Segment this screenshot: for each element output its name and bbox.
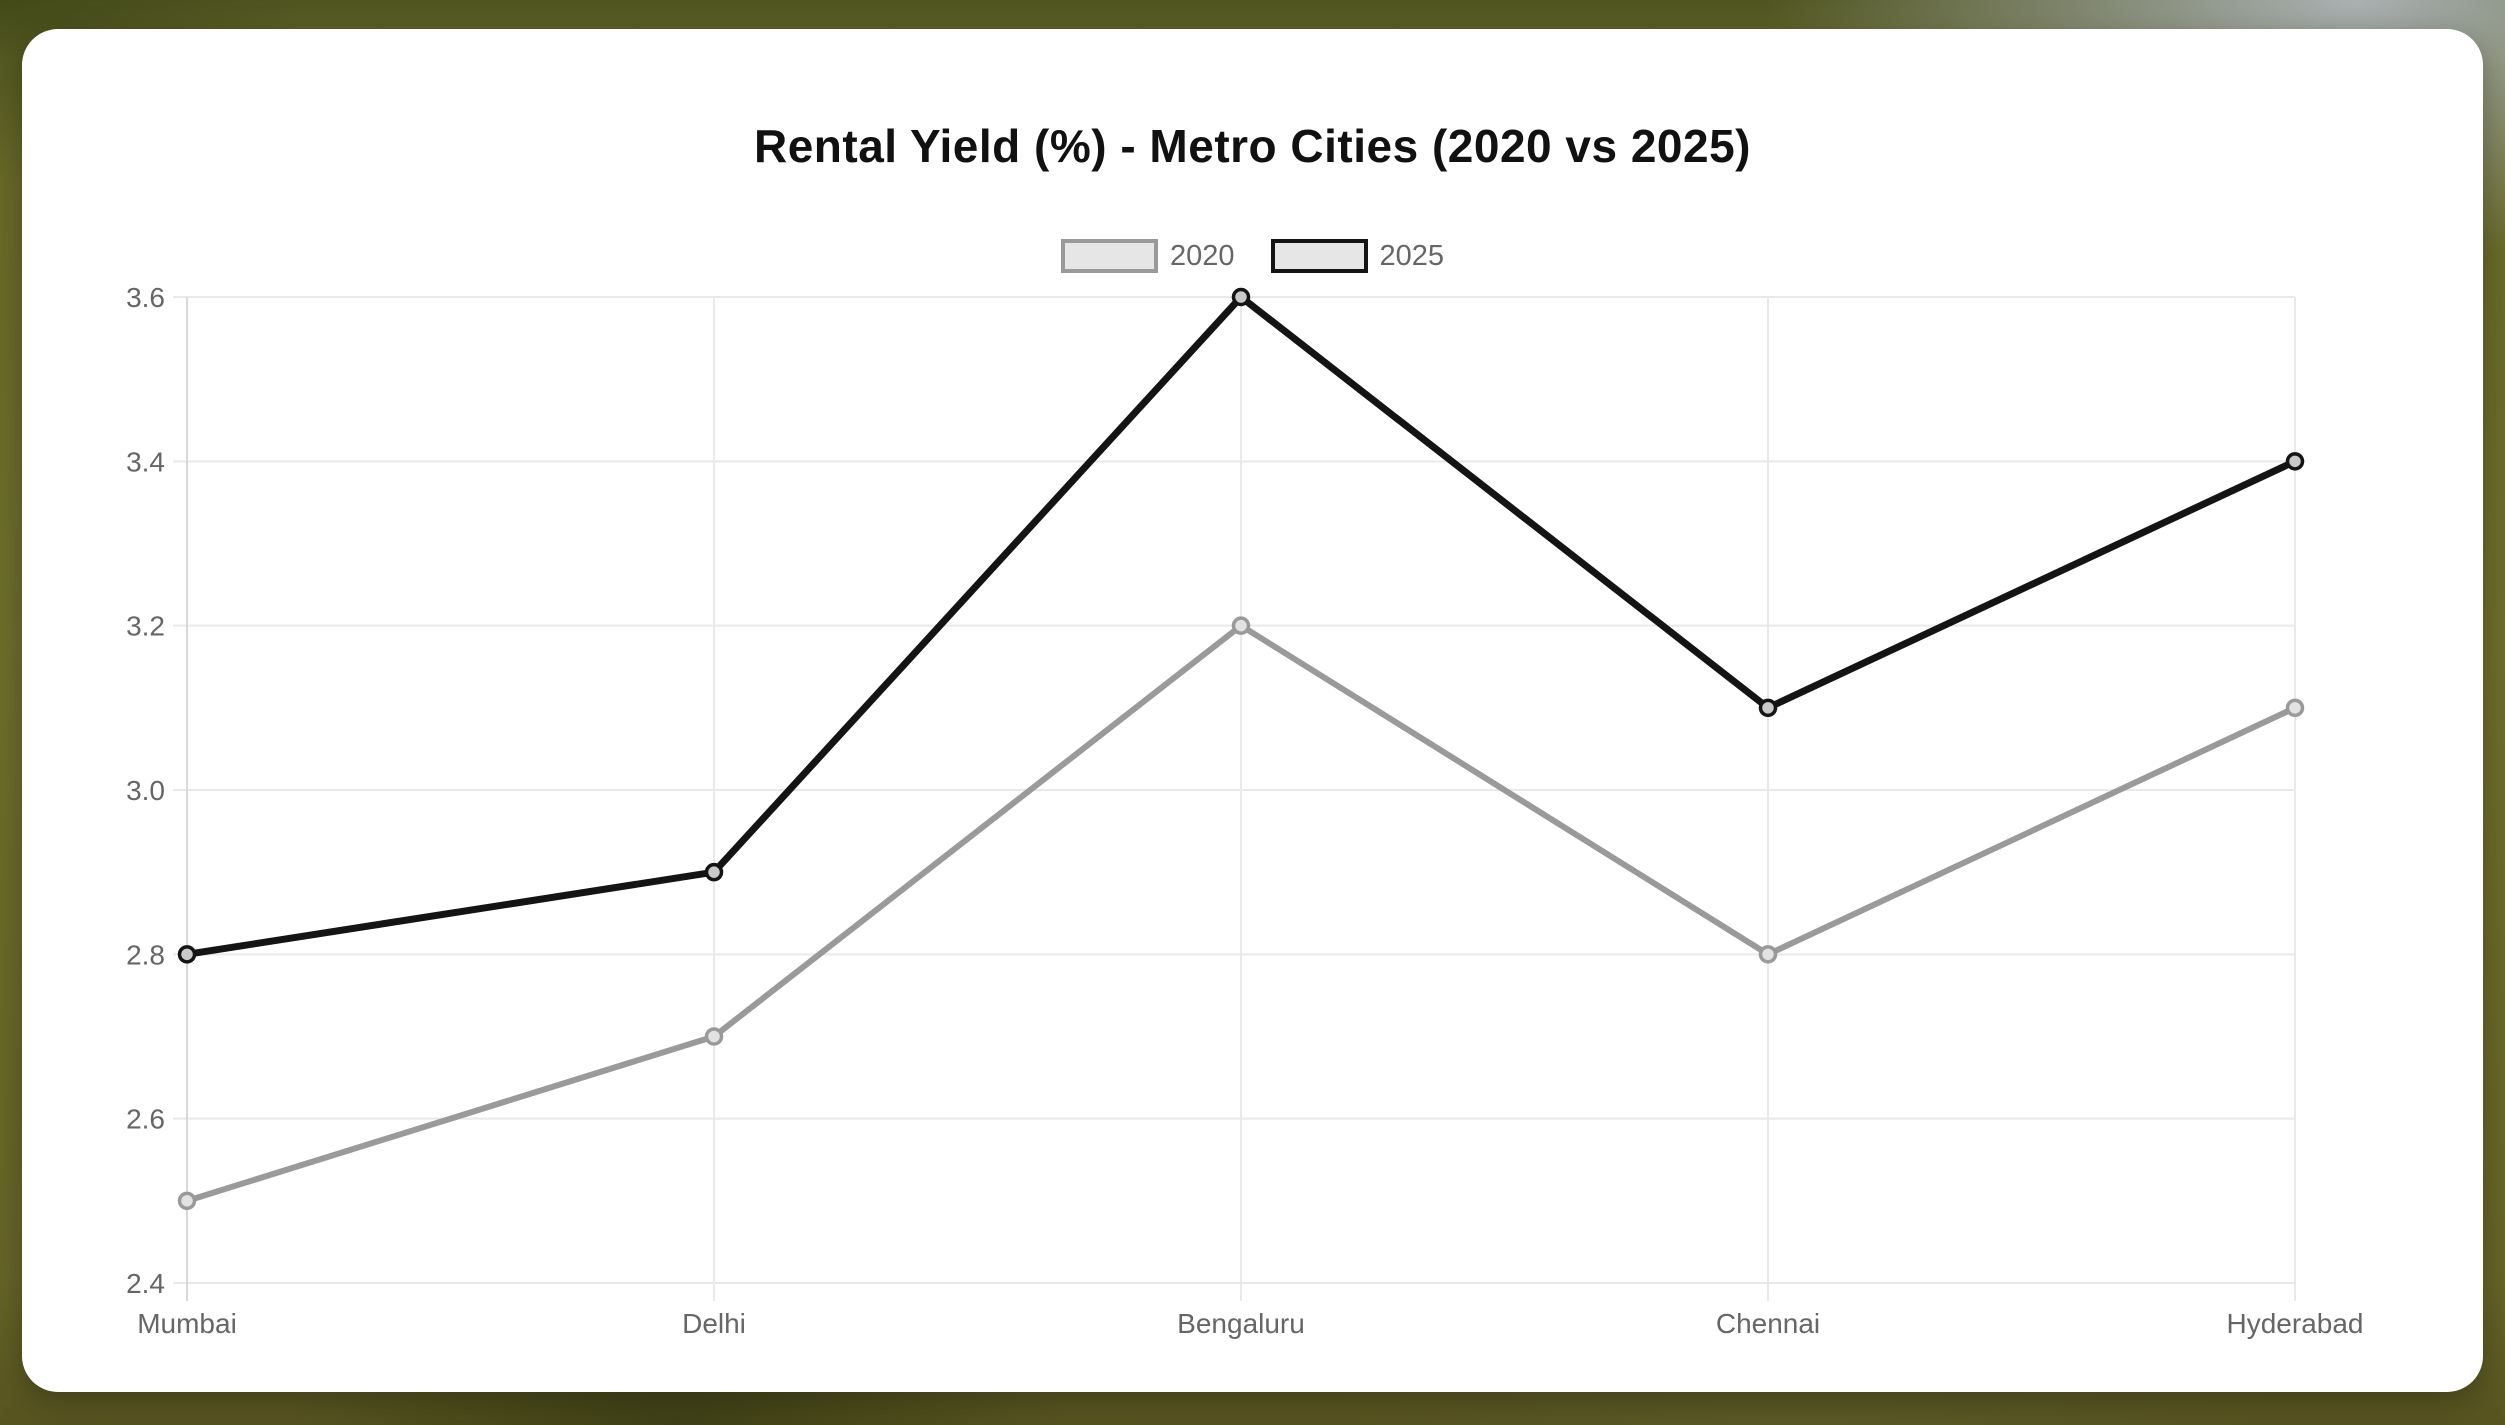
data-point-2020-bengaluru[interactable] [1231,616,1251,635]
data-point-2025-hyderabad[interactable] [2285,452,2305,471]
legend-item-2020[interactable]: 2020 [1060,239,1235,273]
data-point-2025-mumbai[interactable] [177,945,197,964]
data-point-2020-mumbai[interactable] [177,1191,197,1211]
x-tick-label-delhi: Delhi [682,1308,746,1339]
y-tick-label: 2.4 [126,1268,165,1299]
y-tick-label: 3.4 [126,446,165,477]
y-tick-label: 3.6 [126,282,165,313]
legend-swatch-2020 [1060,239,1158,273]
y-tick-label: 3.0 [126,775,165,806]
data-point-2025-delhi[interactable] [704,862,724,882]
legend-swatch-2025 [1270,239,1368,273]
data-point-2020-delhi[interactable] [704,1027,724,1046]
data-point-2025-chennai[interactable] [1758,698,1778,718]
legend-label-2020: 2020 [1169,239,1235,272]
x-tick-label-chennai: Chennai [1716,1308,1820,1339]
x-tick-label-hyderabad: Hyderabad [2227,1308,2364,1339]
y-tick-label: 3.2 [126,611,165,642]
x-tick-label-bengaluru: Bengaluru [1177,1308,1305,1339]
chart-title: Rental Yield (%) - Metro Cities (2020 vs… [753,120,1752,172]
data-point-2020-chennai[interactable] [1758,945,1778,964]
line-chart[interactable]: 2.4 2.6 2.8 3.0 3.2 3.4 3.6 Mumbai Delhi Bengalur… [22,29,2483,1392]
legend-item-2025[interactable]: 2025 [1270,239,1445,273]
data-point-2025-bengaluru[interactable] [1231,287,1251,307]
y-tick-label: 2.8 [126,939,165,970]
x-tick-label-mumbai: Mumbai [137,1308,237,1339]
legend-label-2025: 2025 [1379,239,1445,272]
y-tick-label: 2.6 [126,1104,165,1135]
chart-card: Rental Yield (%) - Metro Cities (2020 vs… [22,29,2483,1392]
data-point-2020-hyderabad[interactable] [2285,698,2305,718]
chart-legend: 2020 2025 [22,239,2483,273]
